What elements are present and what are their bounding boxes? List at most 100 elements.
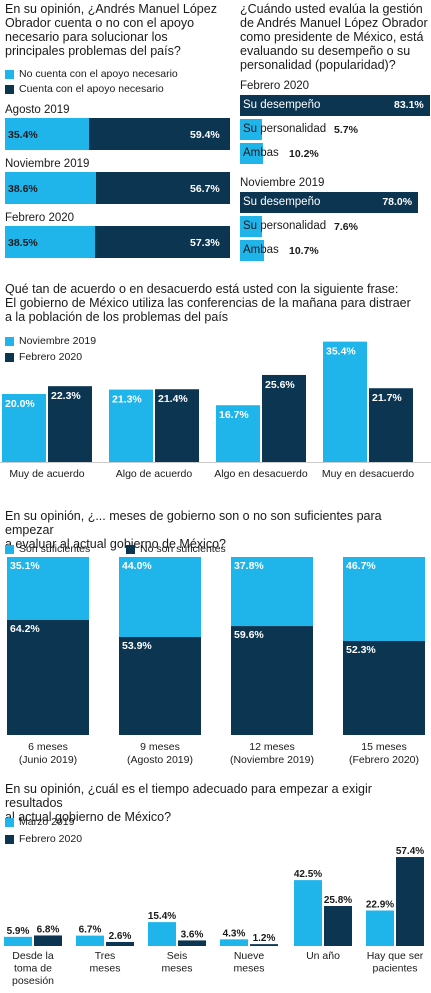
chart4-legend-2: No son suficientes [126,543,226,555]
chart2-value-label: 5.7% [334,124,358,136]
chart2-value-label: 83.1% [394,99,424,111]
chart2-value-label: 78.0% [382,196,413,208]
chart5-category-label: toma de [14,963,52,975]
chart5-value-label: 15.4% [148,911,176,922]
chart2-title: ¿Cuándo usted evalúa la gestión de André… [240,2,428,72]
chart4-category-label: 6 meses [28,741,68,753]
chart3-category-label: Algo en desacuerdo [214,468,308,480]
chart3-value-label: 22.3% [51,390,81,402]
chart3-value-label: 20.0% [5,398,35,410]
chart1-value-label: 38.5% [8,237,38,249]
chart4-bar-segment-light [343,557,425,641]
chart1-value-label: 57.3% [190,237,220,249]
chart1-period-label: Agosto 2019 [5,104,70,116]
chart2-bar [240,216,262,237]
chart3-bar [109,389,153,462]
chart5-category-label: Nueve [234,950,265,962]
chart4-value-label: 35.1% [10,560,40,572]
chart4-bar-segment-light [231,557,313,627]
chart4-category-label: 9 meses [140,741,180,753]
chart5-category-label: meses [234,963,265,975]
chart2-period-label: Noviembre 2019 [240,177,325,189]
chart4-value-label: 46.7% [346,560,376,572]
chart5-value-label: 22.9% [366,900,394,911]
chart2-value-label: 10.7% [289,245,319,257]
chart2-bar-label: Ambas [243,244,279,256]
chart1-legend-1: No cuenta con el apoyo necesario [5,68,178,80]
chart1-bar-segment-light [5,172,97,204]
chart3-legend-2: Febrero 2020 [5,351,82,363]
chart5-bar [220,939,248,946]
chart1-value-label: 56.7% [190,183,220,195]
legend-swatch-light [5,336,14,346]
chart2-bar [240,119,262,140]
chart5-value-label: 1.2% [253,933,276,944]
chart4-value-label: 52.3% [346,644,376,656]
chart5-category-label: Desde la [12,950,54,962]
chart2-bar [240,240,265,261]
chart5-bar [366,910,394,946]
chart4-bar-segment-dark [119,637,201,735]
chart1-bar-segment-light [5,226,96,258]
chart5-category-label: meses [90,963,121,975]
chart1-bar-segment-dark [96,172,230,204]
chart2-bar-label: Su desempeño [243,99,321,111]
chart5-category-label: Seis [167,950,187,962]
chart5-value-label: 57.4% [396,846,424,857]
chart2-value-label: 10.2% [289,148,319,160]
chart4-value-label: 59.6% [234,629,264,641]
chart2-value-label: 7.6% [334,221,358,233]
chart2-bar-label: Su desempeño [243,196,321,208]
chart5-bar [324,906,352,946]
chart3-category-label: Algo de acuerdo [116,468,193,480]
chart2-bar-label: Su personalidad [243,123,327,135]
chart2-bar [240,143,264,164]
chart4-value-label: 64.2% [10,623,40,635]
chart5-value-label: 2.6% [109,931,132,942]
chart5-category-label: posesión [12,975,54,987]
legend-swatch-dark [5,84,14,94]
chart5-value-label: 6.7% [79,925,102,936]
chart3-legend-1: Noviembre 2019 [5,335,96,347]
legend-swatch-light [5,817,14,827]
chart4-category-label: (Noviembre 2019) [230,754,314,766]
chart4-bar-segment-dark [343,640,425,735]
chart2-bar [240,95,430,116]
chart2-period-label: Febrero 2020 [240,80,310,92]
chart3-bar [48,386,92,462]
chart5-category-label: Un año [306,950,340,962]
chart5-value-label: 42.5% [294,869,322,880]
chart5-bar [294,880,322,946]
chart4-value-label: 44.0% [122,560,152,572]
chart3-bar [262,374,306,462]
chart4-svg: 35.1% 64.2% 6 meses(Junio 2019) 44.0% 53.9% 9… [7,557,425,766]
chart1-value-label: 35.4% [8,129,38,141]
chart3-bar [2,394,46,462]
chart2-bar-label: Ambas [243,147,279,159]
chart4-bar-segment-light [119,557,201,637]
chart5-bar [4,936,32,946]
chart4-category-label: (Junio 2019) [19,754,77,766]
chart4-legend-1: Son suficientes [5,543,90,555]
chart4-category-label: (Agosto 2019) [127,754,193,766]
chart5-bar [396,857,424,946]
chart1-period-label: Noviembre 2019 [5,158,90,170]
chart5-bar [106,941,134,946]
legend-swatch-dark [5,834,14,844]
chart4-category-label: (Febrero 2020) [349,754,419,766]
chart5-category-label: Tres [95,950,116,962]
chart2-bar-label: Su personalidad [243,220,327,232]
chart3-bar [155,389,199,462]
chart5-value-label: 3.6% [181,929,204,940]
chart5-legend-1: Marzo 2019 [5,816,74,828]
chart1-legend-2: Cuenta con el apoyo necesario [5,83,164,95]
chart3-value-label: 21.4% [158,393,188,405]
chart3-value-label: 21.3% [112,394,142,406]
legend-swatch-dark [126,544,135,554]
chart5-bar [178,940,206,946]
chart5-category-label: Hay que ser [367,950,424,962]
chart3-value-label: 25.6% [265,379,295,391]
chart4-category-label: 15 meses [361,741,407,753]
chart3-category-label: Muy en desacuerdo [322,468,414,480]
chart4-category-label: 12 meses [249,741,295,753]
